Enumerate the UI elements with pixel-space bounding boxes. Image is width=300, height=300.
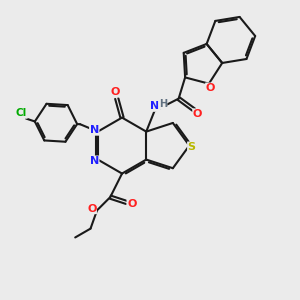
Text: S: S <box>188 142 196 152</box>
Text: N: N <box>151 101 160 111</box>
Text: O: O <box>206 83 215 93</box>
Text: N: N <box>90 156 99 166</box>
Text: Cl: Cl <box>16 108 27 118</box>
Text: N: N <box>90 125 99 135</box>
Text: O: O <box>193 109 202 119</box>
Text: H: H <box>159 99 167 109</box>
Text: O: O <box>127 199 136 209</box>
Text: O: O <box>111 87 120 97</box>
Text: O: O <box>87 204 96 214</box>
